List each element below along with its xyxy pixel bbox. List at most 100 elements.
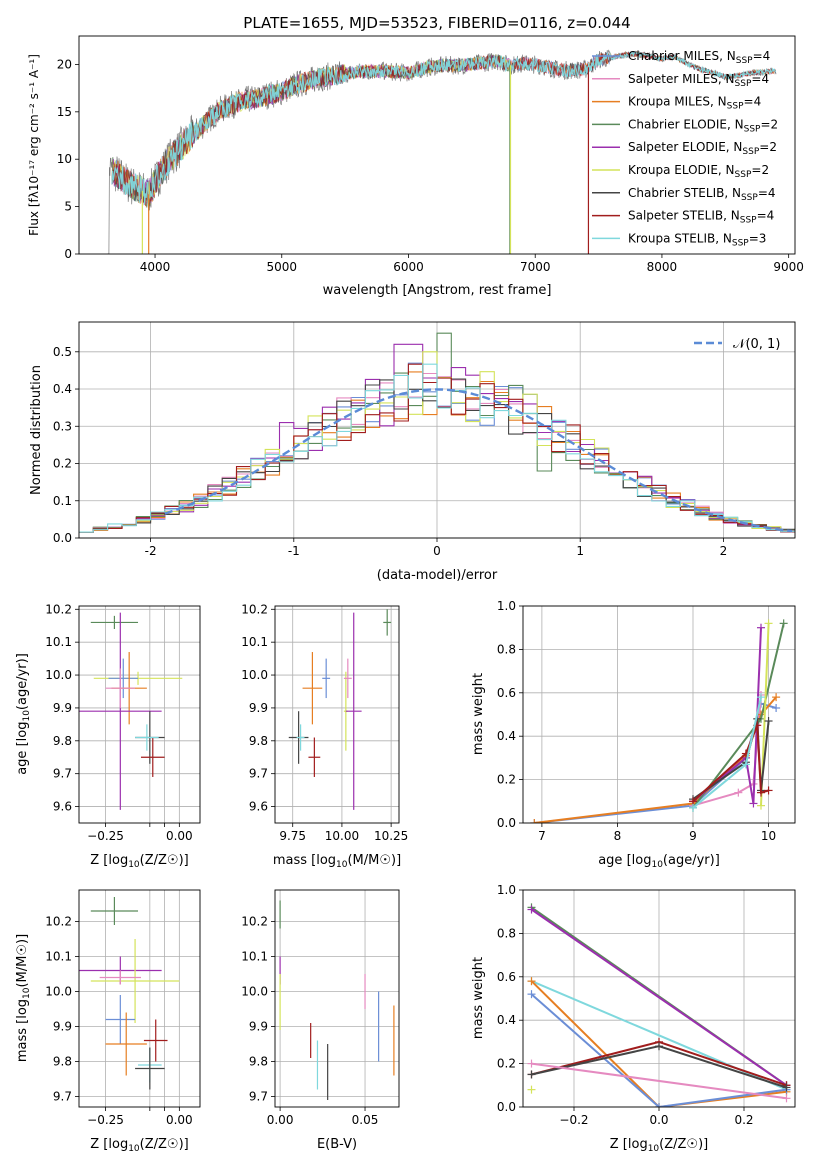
y-axis-label: mass weight <box>471 957 486 1039</box>
residuals-panel: -2 -1 0 1 2 0.0 0.1 0.2 0.3 0.4 0.5 (data-model)/er… <box>29 321 796 583</box>
residuals-plot-area <box>79 332 795 533</box>
x-axis-label: wavelength [Angstrom, rest frame] <box>323 283 552 298</box>
x-tick-label: 8 <box>614 829 622 843</box>
y-tick-label: 10.2 <box>241 915 268 929</box>
y-tick-label: 9.9 <box>53 1020 72 1034</box>
y-tick-label: 10.1 <box>241 950 268 964</box>
y-tick-label: 9.8 <box>249 1055 268 1069</box>
axes-frame <box>522 605 796 824</box>
mass-vs-Z-plot-area <box>79 897 180 1090</box>
x-tick-label: 1 <box>576 544 584 558</box>
spectrum-plot-area <box>106 49 777 254</box>
y-tick-label: 10.1 <box>241 635 268 649</box>
y-axis-label: mass [log10(M/M☉)] <box>15 934 32 1062</box>
y-tick-label: 10.2 <box>45 602 72 616</box>
y-tick-label: 1.0 <box>497 599 516 613</box>
y-axis-label: mass weight <box>471 673 486 755</box>
x-tick-label: 0.2 <box>734 1113 753 1127</box>
legend-label: Salpeter STELIB, NSSP=4 <box>628 209 774 226</box>
y-tick-label: 9.9 <box>53 701 72 715</box>
x-tick-label: 0 <box>433 544 441 558</box>
y-tick-label: 10.2 <box>45 915 72 929</box>
legend-label: Chabrier ELODIE, NSSP=2 <box>628 117 778 134</box>
weight-vs-Z-plot-area <box>527 903 791 1107</box>
x-axis-label: mass [log10(M/M☉)] <box>273 853 401 870</box>
y-tick-label: 0.2 <box>497 1057 516 1071</box>
x-tick-label: 10 <box>761 829 776 843</box>
x-axis-label: age [log10(age/yr)] <box>598 853 720 870</box>
axes-frame <box>78 35 796 255</box>
spectrum-model-kroupa-stelib <box>111 50 777 205</box>
histogram-kroupa-miles <box>79 371 795 533</box>
y-tick-label: 9.7 <box>53 1090 72 1104</box>
x-axis-label: Z [log10(Z/Z☉)] <box>90 853 188 870</box>
x-tick-label: 0.00 <box>166 829 193 843</box>
weight-line-salpeter-miles <box>531 1062 787 1100</box>
weight-line-chabrier-miles <box>530 993 787 1107</box>
age-vs-mass-plot-area <box>288 609 392 810</box>
legend-label: Salpeter MILES, NSSP=4 <box>628 72 769 89</box>
x-tick-label: 0.0 <box>649 1113 668 1127</box>
weight-line-salpeter-elodie <box>530 908 788 1087</box>
x-tick-label: 0.00 <box>267 1113 294 1127</box>
y-tick-label: 0.0 <box>53 531 72 545</box>
x-tick-label: 9000 <box>773 260 804 274</box>
axes-frame <box>274 889 400 1108</box>
weight-vs-age-panel: 7 8 9 10 0.0 0.2 0.4 0.6 0.8 1.0 age [log10(age/yr… <box>471 599 796 870</box>
y-tick-label: 9.9 <box>249 1020 268 1034</box>
weight-line-chabrier-elodie <box>692 623 785 809</box>
y-tick-label: 1.0 <box>497 883 516 897</box>
y-tick-label: 0.4 <box>497 729 516 743</box>
x-tick-label: 9.75 <box>279 829 306 843</box>
axes-frame <box>522 889 796 1108</box>
x-tick-label: 8000 <box>647 260 678 274</box>
axes-frame <box>274 605 400 824</box>
mass-vs-ebv-plot-area <box>279 900 395 1100</box>
mass-vs-ebv-panel: 0.00 0.05 9.7 9.8 9.9 10.0 10.1 10.2 E(B-V) <box>241 889 400 1152</box>
age-vs-Z-panel: −0.25 0.00 9.6 9.7 9.8 9.9 10.0 10.1 10.2 Z [log1… <box>15 602 201 870</box>
y-tick-label: 10.2 <box>241 602 268 616</box>
weight-line-salpeter-elodie <box>692 627 762 804</box>
weight-vs-Z-panel: −0.2 0.0 0.2 0.0 0.2 0.4 0.6 0.8 1.0 Z [log10(Z/Z… <box>471 883 796 1154</box>
y-tick-label: 0.2 <box>53 457 72 471</box>
y-tick-label: 15 <box>57 105 72 119</box>
mass-vs-Z-panel: −0.25 0.00 9.7 9.8 9.9 10.0 10.1 10.2 Z [log10(Z… <box>15 889 201 1154</box>
y-tick-label: 0.6 <box>497 686 516 700</box>
figure-title: PLATE=1655, MJD=53523, FIBERID=0116, z=0… <box>243 14 630 32</box>
legend-label: 𝒩(0, 1) <box>733 337 780 352</box>
y-tick-label: 0.8 <box>497 926 516 940</box>
y-axis-label: Flux [fλ10⁻¹⁷ erg cm⁻² s⁻¹ A⁻¹] <box>27 54 41 236</box>
y-tick-label: 0.3 <box>53 419 72 433</box>
x-tick-label: 2 <box>720 544 728 558</box>
axes-frame <box>78 605 201 824</box>
legend-label: Chabrier STELIB, NSSP=4 <box>628 186 776 203</box>
x-tick-label: −0.25 <box>87 829 124 843</box>
y-tick-label: 9.7 <box>249 767 268 781</box>
legend-label: Kroupa MILES, NSSP=4 <box>628 95 761 112</box>
x-axis-label: Z [log10(Z/Z☉)] <box>90 1137 188 1154</box>
legend: Chabrier MILES, NSSP=4 Salpeter MILES, NS… <box>592 49 778 248</box>
y-tick-label: 0.1 <box>53 494 72 508</box>
legend-label: Chabrier MILES, NSSP=4 <box>628 49 770 66</box>
y-tick-label: 20 <box>57 57 72 71</box>
y-tick-label: 0.5 <box>53 345 72 359</box>
x-tick-label: 10.00 <box>325 829 359 843</box>
y-tick-label: 0.0 <box>497 1100 516 1114</box>
y-tick-label: 0.4 <box>53 382 72 396</box>
x-axis-label: (data-model)/error <box>377 568 498 583</box>
y-tick-label: 9.6 <box>53 800 72 814</box>
x-tick-label: −0.2 <box>559 1113 588 1127</box>
x-tick-label: −0.25 <box>87 1113 124 1127</box>
legend-label: Kroupa STELIB, NSSP=3 <box>628 231 766 248</box>
age-vs-mass-panel: 9.75 10.00 10.25 9.6 9.7 9.8 9.9 10.0 10.1 10.2 ma… <box>241 602 408 870</box>
y-axis-label: Normed distribution <box>29 365 44 495</box>
y-tick-label: 0.6 <box>497 970 516 984</box>
x-tick-label: 6000 <box>393 260 424 274</box>
y-tick-label: 9.7 <box>53 767 72 781</box>
x-tick-label: 4000 <box>140 260 171 274</box>
y-tick-label: 10.0 <box>241 668 268 682</box>
legend: 𝒩(0, 1) <box>694 337 780 352</box>
y-tick-label: 0.4 <box>497 1013 516 1027</box>
x-axis-label: E(B-V) <box>317 1137 357 1152</box>
